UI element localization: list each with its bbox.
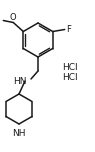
Text: O: O (10, 12, 17, 21)
Text: F: F (66, 25, 71, 34)
Text: NH: NH (12, 129, 26, 138)
Text: HCl: HCl (62, 74, 78, 83)
Text: HCl: HCl (62, 64, 78, 73)
Text: HN: HN (13, 76, 27, 85)
